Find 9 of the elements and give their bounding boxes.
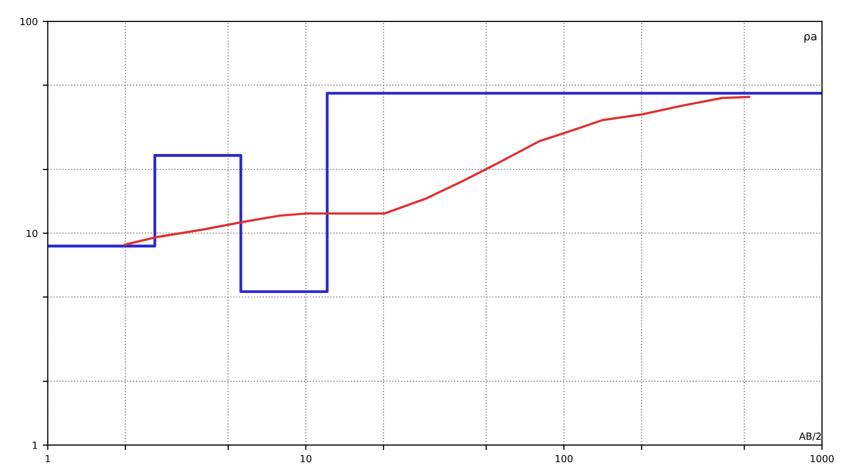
y-tick-label: 1 (32, 442, 38, 449)
y-tick-label: 10 (26, 230, 38, 238)
y-tick-label: 100 (20, 18, 38, 26)
y-axis-title: ρa (804, 34, 816, 43)
x-tick-label: 1 (46, 455, 50, 462)
x-axis-title: AB/2 (799, 432, 821, 441)
x-tick-label: 1000 (810, 454, 834, 462)
x-tick-label: 10 (300, 454, 312, 462)
x-tick-label: 100 (556, 454, 573, 462)
